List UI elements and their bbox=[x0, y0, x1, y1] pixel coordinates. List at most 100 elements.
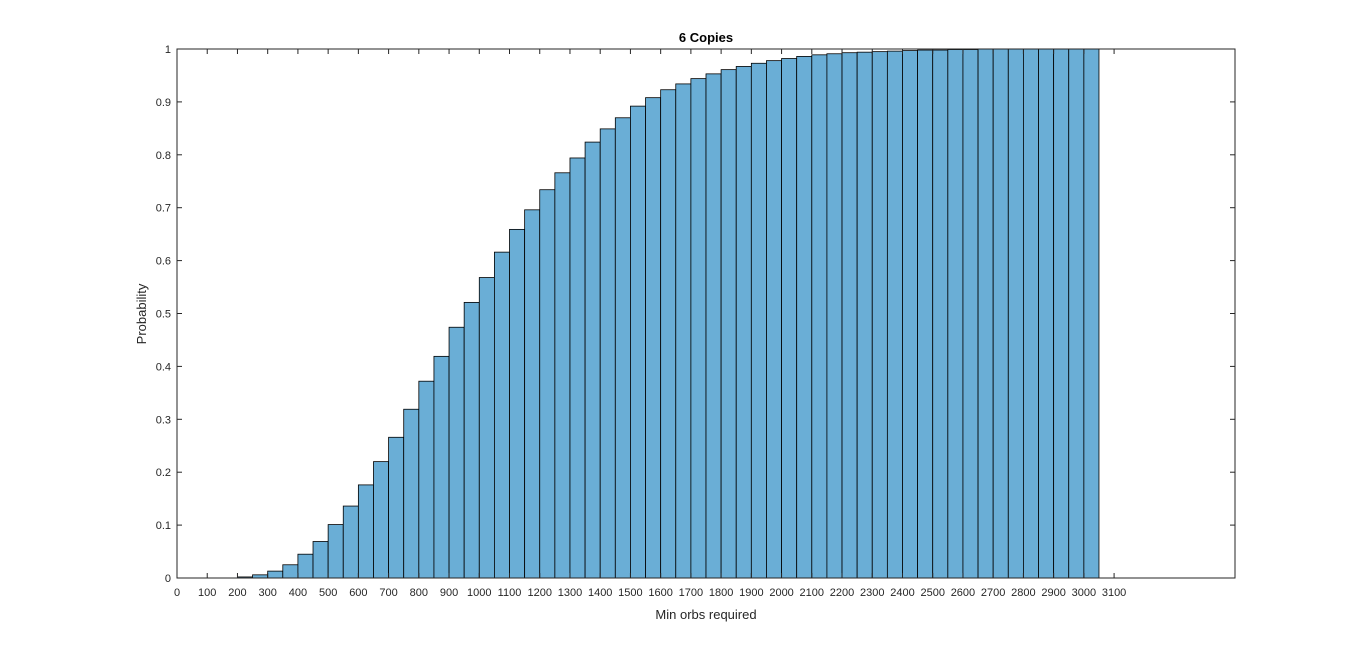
x-tick-label: 2300 bbox=[860, 587, 884, 599]
histogram-bar bbox=[811, 54, 828, 579]
y-tick-label: 0.2 bbox=[156, 467, 171, 479]
histogram-bar bbox=[1038, 48, 1055, 579]
histogram-bar bbox=[403, 408, 420, 579]
histogram-bar bbox=[690, 78, 707, 579]
x-tick-label: 1900 bbox=[739, 587, 763, 599]
x-tick-label: 1700 bbox=[679, 587, 703, 599]
x-tick-label: 1400 bbox=[588, 587, 612, 599]
histogram-bar bbox=[720, 69, 737, 579]
y-axis: 0 0.1 0.2 0.3 0.4 0.5 0.6 0.7 0.8 0.9 1 bbox=[156, 44, 1235, 585]
x-tick-label: 1100 bbox=[498, 587, 522, 599]
histogram-bar bbox=[630, 105, 646, 579]
y-tick-label: 0.8 bbox=[156, 150, 171, 162]
y-tick-label: 0.6 bbox=[156, 256, 171, 268]
x-tick-label: 1600 bbox=[648, 587, 672, 599]
histogram-bar bbox=[675, 83, 692, 579]
x-tick-label: 2100 bbox=[800, 587, 824, 599]
x-tick-label: 2800 bbox=[1011, 587, 1035, 599]
y-tick-label: 0.3 bbox=[156, 414, 171, 426]
x-tick-label: 2600 bbox=[951, 587, 975, 599]
histogram-bar bbox=[841, 52, 858, 579]
x-tick-label: 800 bbox=[410, 587, 428, 599]
x-tick-label: 100 bbox=[198, 587, 216, 599]
histogram-bar bbox=[267, 570, 284, 579]
histogram-bar bbox=[735, 66, 752, 579]
histogram-bar bbox=[584, 141, 601, 579]
histogram-bar bbox=[781, 58, 798, 579]
x-tick-label: 2400 bbox=[890, 587, 914, 599]
x-tick-label: 2700 bbox=[981, 587, 1005, 599]
y-tick-label: 0.9 bbox=[156, 97, 171, 109]
x-tick-label: 400 bbox=[289, 587, 307, 599]
x-tick-label: 1200 bbox=[528, 587, 552, 599]
x-tick-label: 900 bbox=[440, 587, 458, 599]
histogram-bar bbox=[977, 48, 994, 579]
histogram-bar bbox=[947, 49, 964, 579]
x-tick-label: 700 bbox=[379, 587, 397, 599]
histogram-bar bbox=[871, 51, 888, 579]
y-tick-label: 0.7 bbox=[156, 203, 171, 215]
histogram-bar bbox=[856, 51, 873, 579]
y-tick-label: 0.4 bbox=[156, 361, 171, 373]
histogram-bar bbox=[312, 541, 329, 579]
x-axis: 0 100 200 300 400 500 600 700 800 900 1000 1100 1200… bbox=[174, 49, 1126, 599]
x-tick-label: 1000 bbox=[467, 587, 491, 599]
histogram-bar bbox=[357, 484, 374, 579]
histogram-bar bbox=[297, 553, 314, 579]
x-tick-label: 300 bbox=[259, 587, 277, 599]
histogram-bar bbox=[766, 60, 782, 579]
x-tick-label: 1800 bbox=[709, 587, 733, 599]
histogram-bar bbox=[917, 49, 934, 579]
y-axis-label: Probability bbox=[134, 283, 149, 344]
histogram-bar bbox=[554, 172, 571, 579]
histogram-bar bbox=[962, 49, 979, 579]
histogram-bar bbox=[796, 56, 813, 579]
x-axis-label: Min orbs required bbox=[655, 607, 756, 622]
x-tick-label: 600 bbox=[349, 587, 367, 599]
histogram-bar bbox=[373, 461, 389, 579]
histogram-bar bbox=[493, 251, 510, 579]
histogram-bar bbox=[463, 301, 480, 579]
x-tick-label: 2000 bbox=[769, 587, 793, 599]
histogram-bar bbox=[599, 128, 616, 579]
histogram-bar bbox=[1007, 48, 1024, 579]
histogram-bar bbox=[750, 62, 767, 579]
y-tick-label: 0.5 bbox=[156, 309, 171, 321]
histogram-bar bbox=[342, 505, 359, 579]
histogram-bar bbox=[448, 326, 465, 579]
chart-title: 6 Copies bbox=[679, 30, 733, 45]
x-tick-label: 0 bbox=[174, 587, 180, 599]
histogram-bar bbox=[705, 73, 722, 579]
histogram-bar bbox=[902, 50, 918, 579]
histogram-bar bbox=[1068, 48, 1085, 579]
histogram-bar bbox=[433, 355, 450, 579]
histogram-bar bbox=[327, 524, 344, 579]
histogram-bar bbox=[1023, 48, 1039, 579]
x-tick-label: 1300 bbox=[558, 587, 582, 599]
histogram-bar bbox=[418, 380, 435, 579]
histogram-bar bbox=[524, 209, 541, 579]
y-tick-label: 0.1 bbox=[156, 520, 171, 532]
histogram-bar bbox=[932, 49, 949, 579]
x-tick-label: 500 bbox=[319, 587, 337, 599]
histogram-bar bbox=[569, 157, 586, 579]
histogram-bar bbox=[509, 228, 526, 579]
histogram-bar bbox=[992, 48, 1009, 579]
histogram-bar bbox=[478, 277, 495, 579]
y-tick-label: 1 bbox=[165, 44, 171, 56]
x-tick-label: 2900 bbox=[1041, 587, 1065, 599]
histogram-bar bbox=[282, 564, 299, 579]
histogram-bar bbox=[826, 53, 843, 579]
histogram-bar bbox=[614, 117, 631, 579]
histogram-bar bbox=[1083, 48, 1100, 579]
bars-group bbox=[237, 48, 1100, 579]
histogram-bar bbox=[886, 50, 903, 579]
x-tick-label: 2500 bbox=[920, 587, 944, 599]
histogram-bar bbox=[660, 89, 677, 579]
histogram-bar bbox=[388, 436, 405, 579]
histogram-bar bbox=[539, 189, 556, 579]
x-tick-label: 2200 bbox=[830, 587, 854, 599]
histogram-bar bbox=[645, 97, 662, 579]
histogram-bar bbox=[1053, 48, 1070, 579]
